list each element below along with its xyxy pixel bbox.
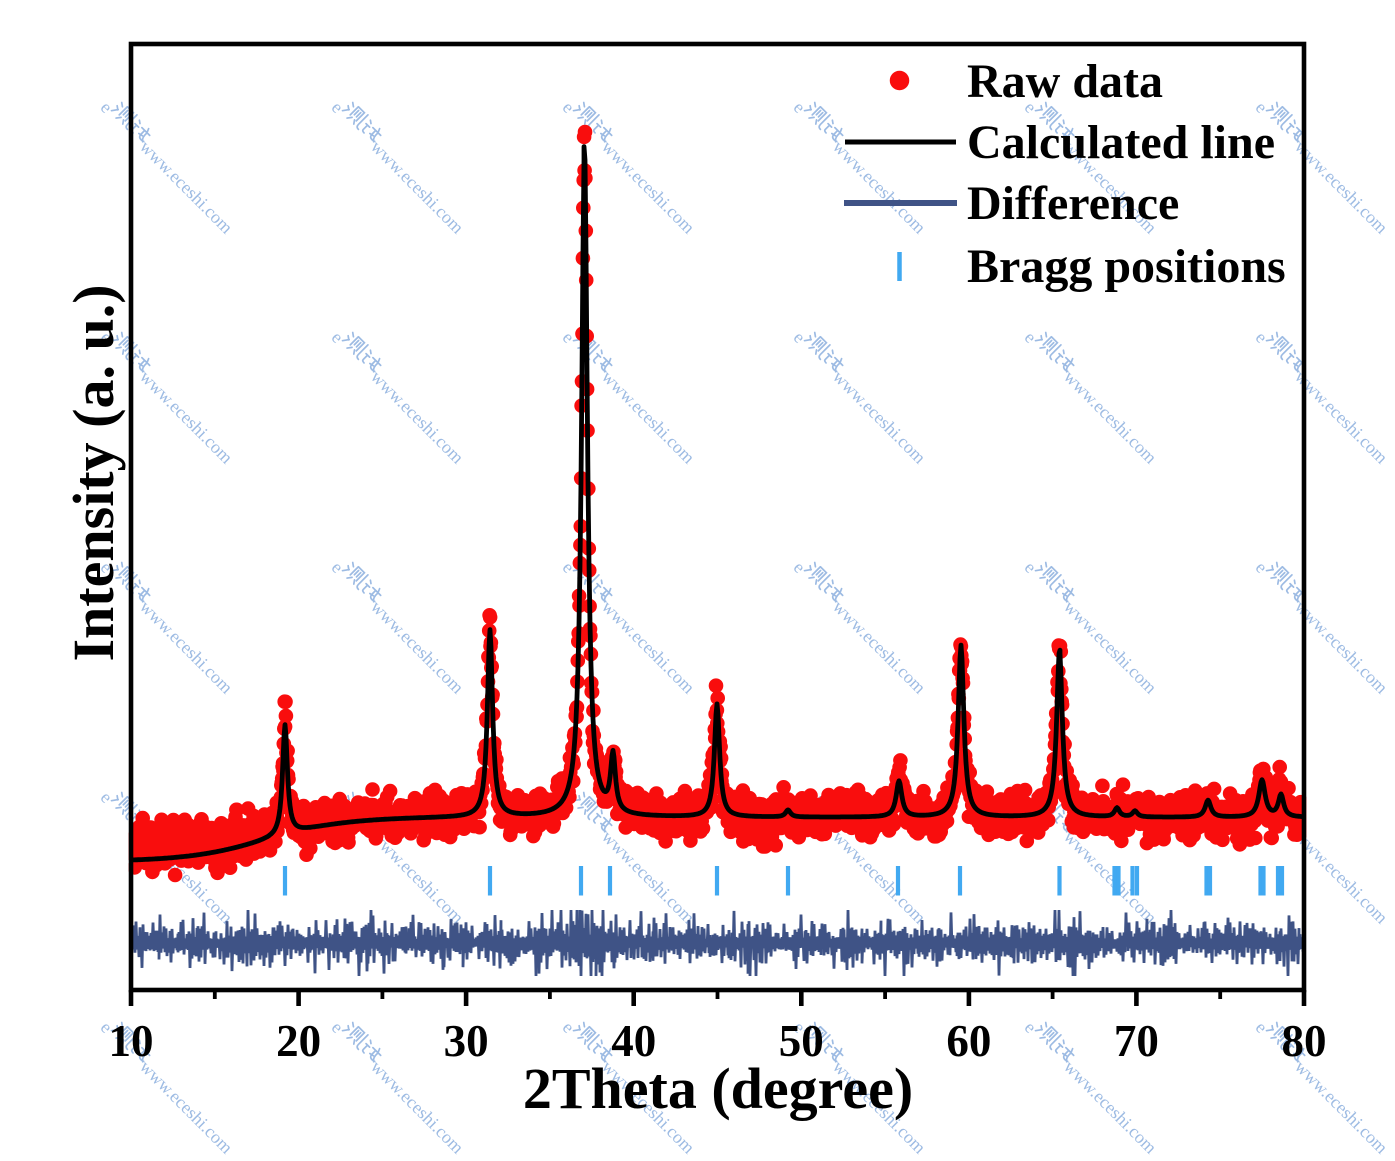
svg-text:50: 50 <box>779 1016 824 1066</box>
svg-text:Calculated line: Calculated line <box>967 116 1275 169</box>
svg-text:20: 20 <box>276 1016 321 1066</box>
svg-text:Raw data: Raw data <box>967 55 1163 108</box>
svg-text:10: 10 <box>109 1016 154 1066</box>
svg-text:Intensity (a. u.): Intensity (a. u.) <box>61 284 126 661</box>
svg-text:2Theta (degree): 2Theta (degree) <box>523 1056 913 1121</box>
svg-text:30: 30 <box>444 1016 489 1066</box>
svg-text:80: 80 <box>1282 1016 1327 1066</box>
svg-text:Bragg positions: Bragg positions <box>967 240 1286 293</box>
svg-text:Difference: Difference <box>967 177 1179 230</box>
svg-text:70: 70 <box>1114 1016 1159 1066</box>
svg-text:40: 40 <box>611 1016 656 1066</box>
svg-text:60: 60 <box>946 1016 991 1066</box>
